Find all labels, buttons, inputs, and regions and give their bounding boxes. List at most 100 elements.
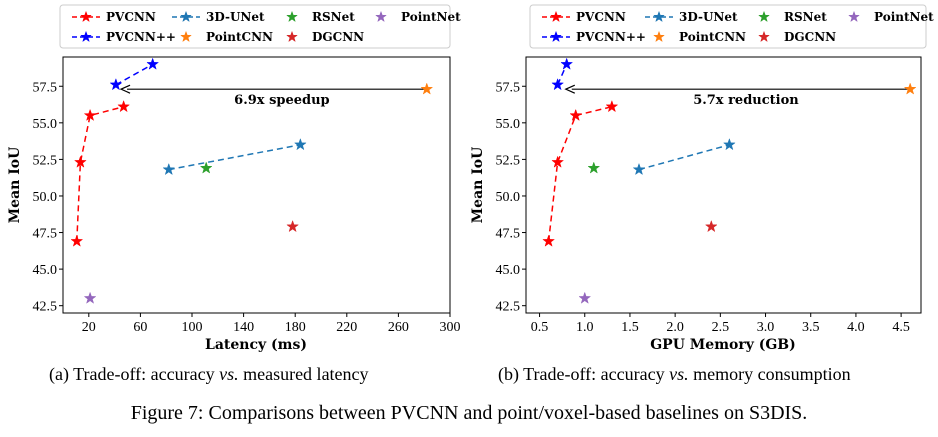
y-tick-label: 57.5	[496, 80, 521, 95]
point-pvcnn	[605, 99, 619, 113]
subcaption-a-vs: vs.	[219, 364, 239, 384]
subcaption-a: (a) Trade-off: accuracy vs. measured lat…	[49, 364, 369, 385]
point-pointcnn	[903, 82, 917, 95]
legend-marker-pointnet	[375, 10, 387, 23]
x-tick-label: 260	[388, 320, 409, 335]
legend-marker-pvcnn-	[550, 30, 562, 43]
x-tick-label: 60	[133, 320, 147, 335]
subcaption-a-prefix: (a) Trade-off: accuracy	[49, 364, 220, 384]
y-axis-label: Mean IoU	[7, 147, 23, 224]
point-pvcnn	[569, 108, 583, 121]
y-tick-label: 42.5	[33, 300, 58, 315]
legend-label-3d-unet: 3D-UNet	[206, 10, 265, 24]
y-tick-label: 52.5	[33, 153, 58, 168]
series-line-pvcnn	[76, 105, 124, 242]
legend-label-dgcnn: DGCNN	[312, 30, 364, 44]
x-tick-label: 3.0	[757, 320, 775, 335]
x-tick-label: 0.5	[531, 320, 549, 335]
point-pvcnn	[551, 155, 565, 168]
legend-label-rsnet: RSNet	[784, 10, 827, 24]
subcaption-b-prefix: (b) Trade-off: accuracy	[498, 364, 670, 384]
annotation-arrowhead	[119, 84, 131, 94]
chart-latency: 20 60 100 140 180 220 260 300 42.5 45.0 47.5 50.0 52…	[7, 56, 461, 353]
legend-label-pvcnn: PVCNN	[106, 10, 156, 24]
point-3d-unet	[162, 162, 176, 176]
point-pointnet	[83, 291, 97, 304]
point-pvcnn	[83, 108, 97, 121]
point-3d-unet	[632, 162, 646, 176]
subcaption-b-suffix: memory consumption	[688, 364, 851, 384]
point-3d-unet	[293, 138, 307, 151]
legend-marker-pvcnn-	[80, 30, 92, 43]
y-tick-label: 52.5	[496, 153, 521, 168]
point-pvcnn-	[146, 57, 160, 70]
x-tick-label: 140	[233, 320, 254, 335]
y-tick-label: 55.0	[33, 117, 58, 132]
annotation-text: 5.7x reduction	[693, 93, 799, 108]
point-rsnet	[199, 161, 213, 174]
x-tick-label: 20	[82, 320, 96, 335]
legend-label-pvcnn-: PVCNN++	[576, 30, 646, 44]
legend-marker-3d-unet	[180, 10, 192, 23]
legend-marker-rsnet	[286, 10, 298, 23]
subcaption-b-vs: vs.	[669, 364, 689, 384]
plot-frame	[62, 56, 451, 314]
legend-marker-pointcnn	[653, 30, 665, 43]
x-tick-label: 180	[285, 320, 306, 335]
legend-marker-dgcnn	[758, 30, 770, 43]
y-tick-label: 47.5	[33, 227, 58, 242]
legend-marker-dgcnn	[286, 30, 298, 43]
point-pvcnn-	[560, 57, 574, 70]
subcaption-b: (b) Trade-off: accuracy vs. memory consu…	[498, 364, 851, 385]
x-tick-label: 1.5	[621, 320, 639, 335]
x-tick-label: 300	[440, 320, 461, 335]
point-pvcnn	[542, 234, 556, 247]
series-line-3d-unet	[168, 144, 301, 171]
legend-latency: PVCNN 3D-UNet RSNet PointNet PVCNN++ PointCNN…	[59, 4, 461, 49]
legend-memory: PVCNN 3D-UNet RSNet PointNet PVCNN++ PointCNN…	[529, 4, 934, 49]
x-tick-label: 4.0	[847, 320, 865, 335]
plot-frame	[525, 56, 922, 314]
series-line-pvcnn-	[115, 63, 154, 86]
legend-label-pointcnn: PointCNN	[679, 30, 746, 44]
series-line-pvcnn	[547, 105, 613, 242]
point-3d-unet	[722, 138, 736, 151]
legend-label-pointcnn: PointCNN	[206, 30, 273, 44]
point-pointnet	[578, 291, 592, 304]
legend-marker-3d-unet	[653, 10, 665, 23]
y-tick-label: 47.5	[496, 227, 521, 242]
legend-box	[529, 4, 927, 49]
x-tick-label: 100	[182, 320, 203, 335]
x-axis-label: GPU Memory (GB)	[650, 337, 796, 353]
point-pvcnn	[70, 234, 84, 247]
y-tick-label: 45.0	[33, 263, 58, 278]
x-tick-label: 4.5	[892, 320, 910, 335]
legend-marker-rsnet	[758, 10, 770, 23]
figure-caption: Figure 7: Comparisons between PVCNN and …	[130, 402, 808, 424]
x-axis-label: Latency (ms)	[205, 337, 307, 353]
legend-label-pvcnn-: PVCNN++	[106, 30, 176, 44]
legend-label-pointnet: PointNet	[401, 10, 461, 24]
point-dgcnn	[286, 219, 300, 233]
legend-label-pointnet: PointNet	[874, 10, 934, 24]
chart-memory: 0.5 1.0 1.5 2.0 2.5 3.0 3.5 4.0 4.5 42.5 45.0 47.5 5…	[470, 56, 922, 353]
annotation-text: 6.9x speedup	[234, 93, 329, 108]
point-pointcnn	[420, 82, 434, 95]
y-tick-label: 55.0	[496, 117, 521, 132]
point-pvcnn-	[551, 78, 565, 91]
y-tick-label: 57.5	[33, 80, 58, 95]
subcaption-a-suffix: measured latency	[238, 364, 369, 384]
x-tick-label: 2.0	[666, 320, 684, 335]
point-dgcnn	[704, 219, 718, 233]
annotation-arrowhead	[564, 84, 576, 94]
y-axis-label: Mean IoU	[470, 147, 486, 224]
y-tick-label: 45.0	[496, 263, 521, 278]
legend-label-3d-unet: 3D-UNet	[679, 10, 738, 24]
legend-box	[59, 4, 451, 49]
y-tick-label: 42.5	[496, 300, 521, 315]
x-tick-label: 1.0	[576, 320, 594, 335]
series-line-3d-unet	[638, 144, 730, 171]
point-pvcnn-	[109, 78, 123, 91]
x-tick-label: 2.5	[712, 320, 730, 335]
